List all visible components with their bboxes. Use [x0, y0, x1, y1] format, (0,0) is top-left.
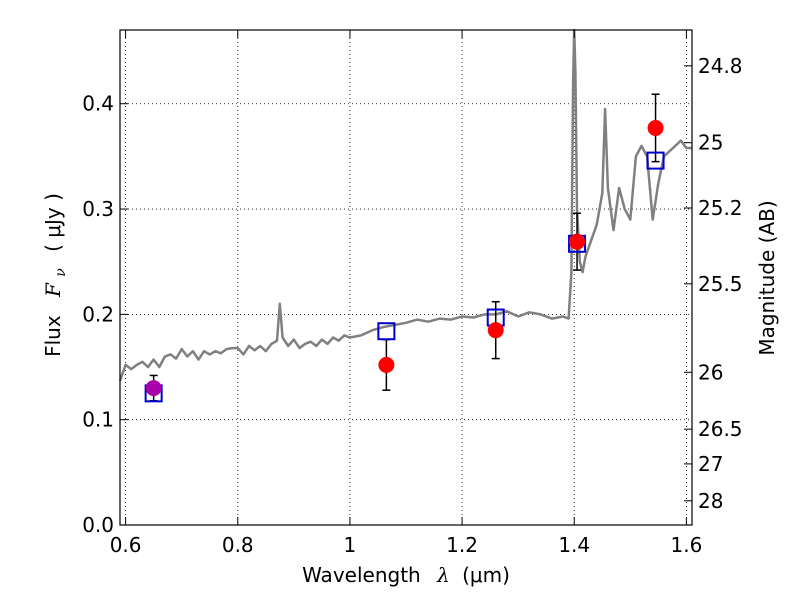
y-axis-label: Flux F ν ( μJy )	[41, 193, 70, 357]
y2-axis-label: Magnitude (AB)	[755, 200, 779, 355]
spectrum-line-group	[118, 28, 692, 382]
observed-photometry-point	[378, 356, 395, 373]
model-photometry-square	[646, 151, 665, 170]
y-tick-label: 0.2	[82, 302, 114, 326]
plot-frame	[119, 29, 693, 526]
model-spectrum-line	[118, 28, 692, 382]
y2-tick-label: 26	[698, 360, 723, 384]
y-axis-label-text: Flux	[41, 315, 65, 357]
y-tick-label: 0.4	[82, 92, 114, 116]
y-tick-label: 0.1	[82, 408, 114, 432]
x-axis-label-symbol: λ	[436, 563, 450, 587]
x-tick-label: 0.8	[222, 533, 254, 557]
x-tick-label: 1.6	[670, 533, 702, 557]
observed-circle-group	[145, 119, 664, 397]
grid-lines	[120, 30, 692, 526]
y-axis-label-symbol: F	[41, 282, 65, 298]
y-tick-label: 0.0	[82, 513, 114, 537]
x-axis-label-text: Wavelength	[302, 563, 421, 587]
x-tick-label: 1.4	[558, 533, 590, 557]
y-tick-label: 0.3	[82, 197, 114, 221]
errorbar-group	[149, 93, 660, 402]
y2-tick-label: 25.2	[698, 196, 743, 220]
observed-photometry-point	[647, 119, 664, 136]
y2-tick-label: 25	[698, 131, 723, 155]
x-axis-label: Wavelength λ (μm)	[302, 563, 510, 587]
y2-tick-label: 24.8	[698, 54, 743, 78]
y2-tick-label: 25.5	[698, 272, 743, 296]
y-ticks: 0.0 0.1 0.2 0.3 0.4	[82, 92, 128, 537]
model-square-group	[144, 151, 665, 403]
y2-ticks: 24.8 25 25.2 25.5 26 26.5 27 28	[684, 54, 743, 513]
y-axis-label-unit: ( μJy )	[41, 193, 65, 252]
x-tick-label: 1.2	[446, 533, 478, 557]
x-tick-label: 1	[344, 533, 357, 557]
observed-photometry-point	[487, 322, 504, 339]
y2-tick-label: 27	[698, 452, 723, 476]
x-ticks: 0.6 0.8 1 1.2 1.4 1.6	[110, 30, 702, 557]
y-axis-label-subscript: ν	[53, 268, 69, 277]
observed-photometry-point	[569, 233, 586, 250]
y2-tick-label: 26.5	[698, 417, 743, 441]
y2-tick-label: 28	[698, 489, 723, 513]
model-photometry-square	[377, 322, 396, 341]
x-tick-label: 0.6	[110, 533, 142, 557]
x-axis-label-unit: (μm)	[462, 563, 510, 587]
observed-photometry-point	[145, 380, 162, 397]
